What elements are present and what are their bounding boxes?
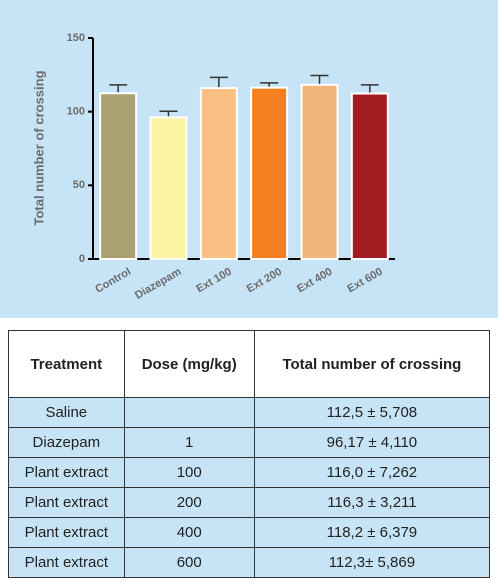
- table-cell: 600: [123, 547, 255, 578]
- x-tick-label: Ext 600: [345, 266, 384, 296]
- bar: [99, 92, 138, 260]
- table-cell: Plant extract: [8, 457, 125, 488]
- x-tick-label: Ext 200: [245, 266, 284, 296]
- y-tick-label: 50: [73, 179, 85, 191]
- y-tick-label: 150: [67, 32, 85, 44]
- bar: [149, 116, 188, 260]
- table-cell: Plant extract: [8, 547, 125, 578]
- table-row: Saline 112,5 ± 5,708: [8, 397, 491, 428]
- bar: [300, 83, 339, 260]
- y-tick-label: 0: [79, 253, 85, 265]
- table-cell: Diazepam: [8, 427, 125, 458]
- table-cell: 116,3 ± 3,211: [253, 487, 491, 518]
- chart: Total number of crossing 0 50 100 150 Contro…: [31, 32, 395, 302]
- table-row: Plant extract 400 118,2 ± 6,379: [8, 517, 491, 548]
- table-cell: 118,2 ± 6,379: [253, 517, 491, 548]
- table-cell: 112,3± 5,869: [253, 547, 491, 578]
- chart-area: Total number of crossing 0 50 100 150 Contro…: [0, 0, 498, 318]
- table-cell: 112,5 ± 5,708: [253, 397, 491, 428]
- table-body: Saline 112,5 ± 5,708 Diazepam 1 96,17 ± 4,11…: [8, 397, 491, 578]
- header-row: Treatment Dose (mg/kg) Total number of cro…: [8, 330, 491, 398]
- table-cell: 116,0 ± 7,262: [253, 457, 491, 488]
- table-cell: [123, 397, 255, 428]
- table-row: Plant extract 200 116,3 ± 3,211: [8, 487, 491, 518]
- data-table: Treatment Dose (mg/kg) Total number of cro…: [8, 330, 491, 578]
- table-cell: Plant extract: [8, 517, 125, 548]
- table-cell: Saline: [8, 397, 125, 428]
- column-header: Total number of crossing: [253, 330, 491, 398]
- x-tick-label: Ext 400: [295, 266, 334, 296]
- table-cell: 1: [123, 427, 255, 458]
- bar: [250, 86, 289, 260]
- table-cell: Plant extract: [8, 487, 125, 518]
- y-tick-label: 100: [67, 106, 85, 118]
- x-tick-label: Control: [93, 266, 133, 296]
- column-header: Treatment: [8, 330, 125, 398]
- table-cell: 100: [123, 457, 255, 488]
- x-tick-label: Diazepam: [133, 266, 184, 302]
- x-tick-label: Ext 100: [194, 266, 233, 296]
- table-row: Plant extract 600 112,3± 5,869: [8, 547, 491, 578]
- table-cell: 96,17 ± 4,110: [253, 427, 491, 458]
- table-row: Diazepam 1 96,17 ± 4,110: [8, 427, 491, 458]
- column-header: Dose (mg/kg): [123, 330, 255, 398]
- table-cell: 400: [123, 517, 255, 548]
- bar: [350, 92, 389, 261]
- bar: [199, 87, 238, 260]
- y-axis-label: Total number of crossing: [31, 70, 46, 225]
- table-cell: 200: [123, 487, 255, 518]
- table-row: Plant extract 100 116,0 ± 7,262: [8, 457, 491, 488]
